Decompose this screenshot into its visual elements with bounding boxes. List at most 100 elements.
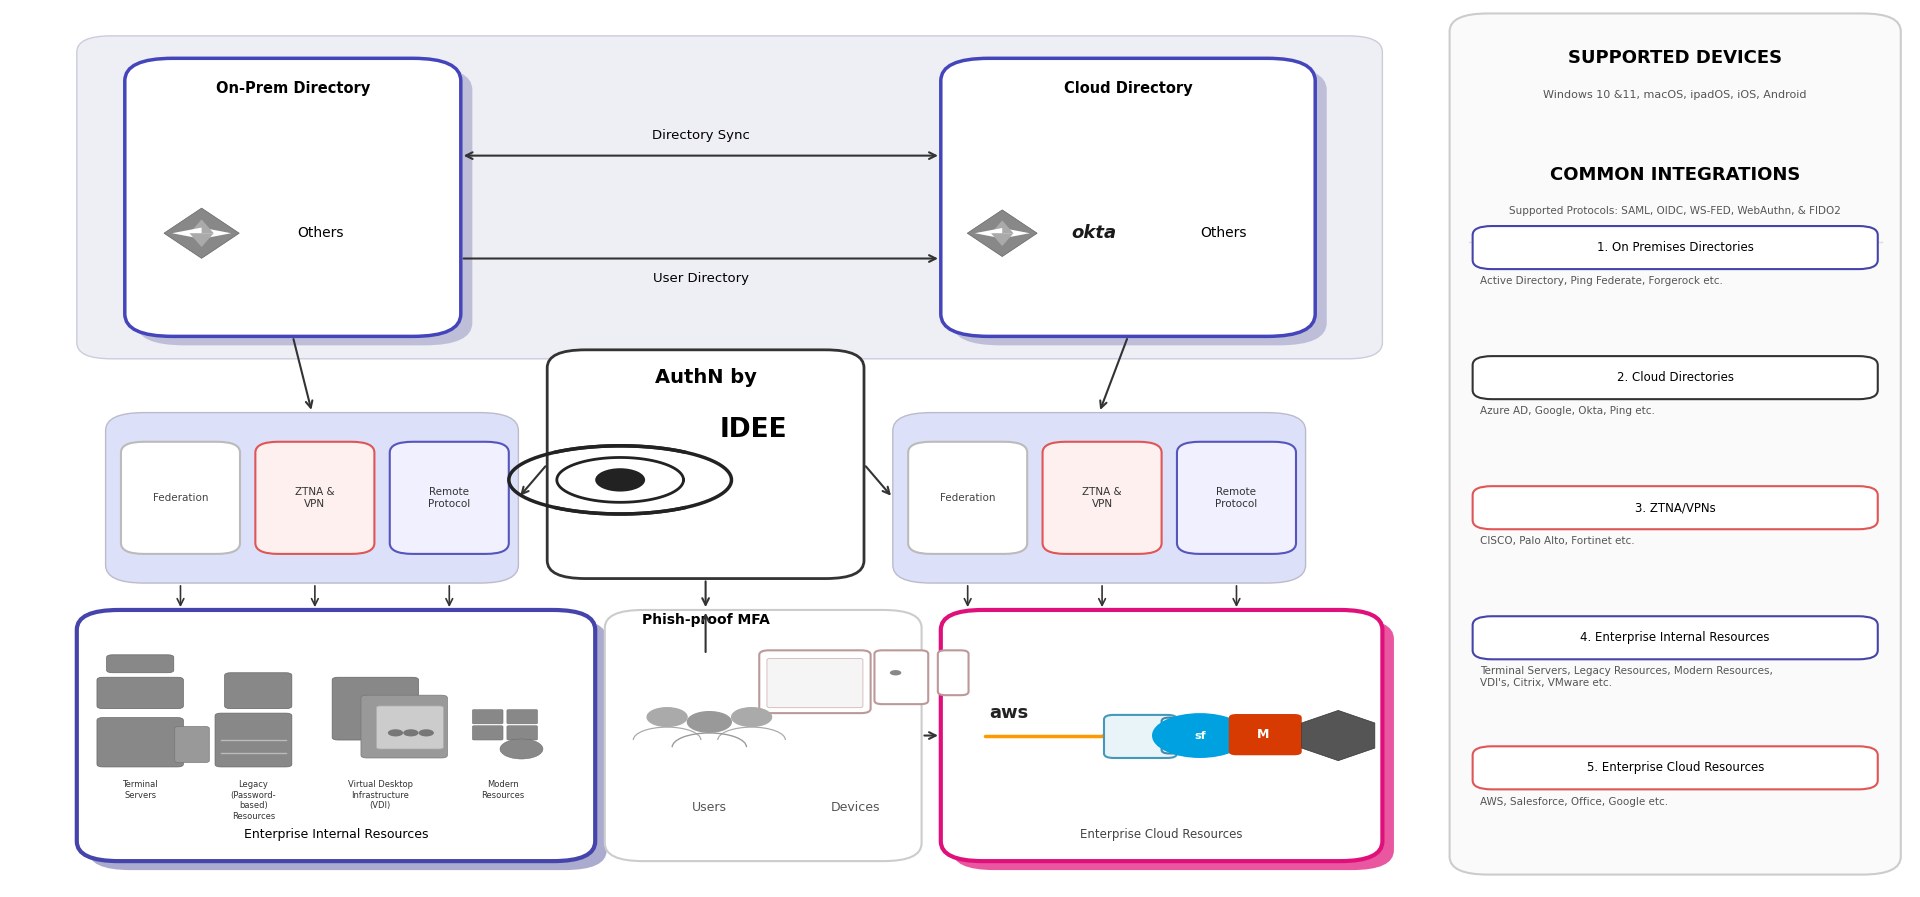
Text: Legacy
(Password-
based)
Resources: Legacy (Password- based) Resources [230,780,276,821]
FancyBboxPatch shape [77,36,1382,359]
FancyBboxPatch shape [108,655,175,673]
FancyBboxPatch shape [332,677,419,740]
Text: Others: Others [1200,226,1246,240]
FancyBboxPatch shape [175,727,209,762]
FancyBboxPatch shape [255,442,374,554]
Polygon shape [163,208,240,258]
FancyBboxPatch shape [106,413,518,583]
FancyBboxPatch shape [1473,746,1878,789]
FancyBboxPatch shape [908,442,1027,554]
FancyBboxPatch shape [215,713,292,767]
Circle shape [499,739,543,759]
FancyBboxPatch shape [1473,356,1878,399]
FancyBboxPatch shape [1162,718,1229,753]
Circle shape [732,708,772,727]
Text: Terminal
Servers: Terminal Servers [123,780,157,800]
Circle shape [889,670,900,675]
Text: User Directory: User Directory [653,272,749,285]
FancyBboxPatch shape [507,726,538,740]
FancyBboxPatch shape [121,442,240,554]
Text: Cloud Directory: Cloud Directory [1064,81,1192,96]
Text: ZTNA &
VPN: ZTNA & VPN [1083,487,1121,509]
FancyBboxPatch shape [98,718,184,767]
FancyBboxPatch shape [937,650,968,695]
FancyBboxPatch shape [472,710,503,724]
Text: aws: aws [989,704,1027,722]
Text: 2. Cloud Directories: 2. Cloud Directories [1617,371,1734,384]
Text: Terminal Servers, Legacy Resources, Modern Resources,
VDI's, Citrix, VMware etc.: Terminal Servers, Legacy Resources, Mode… [1480,666,1774,688]
Polygon shape [173,228,202,239]
Text: On-Prem Directory: On-Prem Directory [215,81,371,96]
Polygon shape [991,221,1014,233]
Text: Virtual Desktop
Infrastructure
(VDI): Virtual Desktop Infrastructure (VDI) [348,780,413,810]
FancyBboxPatch shape [758,650,870,713]
Polygon shape [190,233,213,247]
Polygon shape [202,228,230,239]
Polygon shape [1002,228,1029,239]
Text: Remote
Protocol: Remote Protocol [1215,487,1258,509]
FancyBboxPatch shape [1177,442,1296,554]
Polygon shape [975,228,1002,239]
Text: Enterprise Internal Resources: Enterprise Internal Resources [244,829,428,841]
FancyBboxPatch shape [98,677,184,709]
Text: Windows 10 &11, macOS, ipadOS, iOS, Android: Windows 10 &11, macOS, ipadOS, iOS, Andr… [1544,90,1807,100]
FancyBboxPatch shape [361,695,447,758]
Circle shape [595,468,645,492]
Text: 4. Enterprise Internal Resources: 4. Enterprise Internal Resources [1580,631,1770,644]
Text: Enterprise Cloud Resources: Enterprise Cloud Resources [1081,829,1242,841]
FancyBboxPatch shape [77,610,595,861]
FancyBboxPatch shape [941,610,1382,861]
FancyBboxPatch shape [605,610,922,861]
Text: Directory Sync: Directory Sync [653,129,749,142]
FancyBboxPatch shape [1043,442,1162,554]
Text: Supported Protocols: SAML, OIDC, WS-FED, WebAuthn, & FIDO2: Supported Protocols: SAML, OIDC, WS-FED,… [1509,206,1841,216]
Circle shape [647,708,687,727]
FancyBboxPatch shape [390,442,509,554]
FancyBboxPatch shape [952,67,1327,345]
Text: COMMON INTEGRATIONS: COMMON INTEGRATIONS [1549,166,1801,184]
Text: Others: Others [298,226,344,240]
Text: sf: sf [1194,730,1206,741]
FancyBboxPatch shape [941,58,1315,336]
Circle shape [687,711,732,732]
Text: Federation: Federation [941,492,995,503]
FancyBboxPatch shape [225,673,292,709]
Text: CISCO, Palo Alto, Fortinet etc.: CISCO, Palo Alto, Fortinet etc. [1480,536,1636,546]
FancyBboxPatch shape [507,710,538,724]
Polygon shape [190,220,213,233]
Text: Devices: Devices [831,801,879,814]
Text: Active Directory, Ping Federate, Forgerock etc.: Active Directory, Ping Federate, Forgero… [1480,276,1722,286]
Text: AuthN by: AuthN by [655,368,756,387]
Text: IDEE: IDEE [720,417,787,443]
FancyBboxPatch shape [952,619,1394,870]
Text: AWS, Salesforce, Office, Google etc.: AWS, Salesforce, Office, Google etc. [1480,797,1668,806]
Text: SUPPORTED DEVICES: SUPPORTED DEVICES [1569,49,1782,67]
Text: Federation: Federation [154,492,207,503]
FancyBboxPatch shape [1450,13,1901,875]
FancyBboxPatch shape [874,650,927,704]
Text: 3. ZTNA/VPNs: 3. ZTNA/VPNs [1634,501,1716,514]
Text: Azure AD, Google, Okta, Ping etc.: Azure AD, Google, Okta, Ping etc. [1480,406,1655,416]
Text: 5. Enterprise Cloud Resources: 5. Enterprise Cloud Resources [1586,762,1764,774]
Text: 1. On Premises Directories: 1. On Premises Directories [1597,241,1753,254]
Text: Remote
Protocol: Remote Protocol [428,487,470,509]
FancyBboxPatch shape [1473,226,1878,269]
FancyBboxPatch shape [136,67,472,345]
FancyBboxPatch shape [472,726,503,740]
Polygon shape [1302,710,1375,761]
Text: ZTNA &
VPN: ZTNA & VPN [296,487,334,509]
Polygon shape [968,210,1037,257]
FancyBboxPatch shape [1473,486,1878,529]
FancyBboxPatch shape [547,350,864,579]
FancyBboxPatch shape [125,58,461,336]
FancyBboxPatch shape [376,706,444,749]
FancyBboxPatch shape [893,413,1306,583]
Circle shape [1152,713,1248,758]
Text: Phish-proof MFA: Phish-proof MFA [641,613,770,627]
FancyBboxPatch shape [1473,616,1878,659]
Polygon shape [991,233,1014,246]
Text: okta: okta [1071,224,1117,242]
Text: Users: Users [691,801,728,814]
FancyBboxPatch shape [88,619,607,870]
FancyBboxPatch shape [1229,714,1302,755]
